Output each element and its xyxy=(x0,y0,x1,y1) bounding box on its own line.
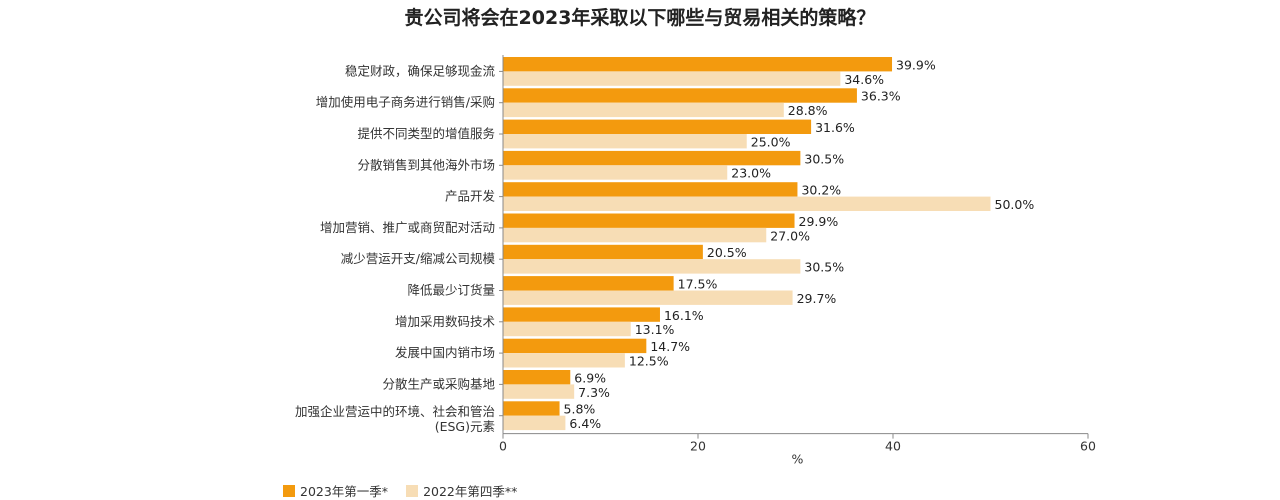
value-label-2023q1: 6.9% xyxy=(574,370,606,385)
bar-2022q4 xyxy=(503,290,793,305)
category-label: 分散生产或采购基地 xyxy=(382,376,495,391)
category-label: 稳定财政，确保足够现金流 xyxy=(345,63,496,78)
value-label-2023q1: 17.5% xyxy=(678,277,718,292)
bar-2022q4 xyxy=(503,196,991,211)
value-label-2022q4: 27.0% xyxy=(770,228,810,243)
category-label: 增加使用电子商务进行销售/采购 xyxy=(316,95,495,110)
bar-2023q1 xyxy=(503,338,647,354)
x-axis-title: % xyxy=(792,452,804,467)
category-label: 减少营运开支/缩减公司规模 xyxy=(341,251,496,266)
bar-2023q1 xyxy=(503,150,801,166)
bar-2022q4 xyxy=(503,102,784,118)
bar-2023q1 xyxy=(503,307,660,322)
bar-2022q4 xyxy=(503,165,728,180)
category-label: 发展中国内销市场 xyxy=(395,345,495,360)
value-label-2022q4: 12.5% xyxy=(629,354,669,369)
legend-swatch-2023q1 xyxy=(283,484,295,497)
value-label-2023q1: 5.8% xyxy=(564,402,596,417)
value-label-2023q1: 31.6% xyxy=(815,120,855,135)
legend-item-2022q4: 2022年第四季** xyxy=(406,481,517,500)
value-label-2023q1: 14.7% xyxy=(650,339,690,354)
category-label: 分散销售到其他海外市场 xyxy=(357,157,495,172)
category-label: (ESG)元素 xyxy=(435,419,495,434)
bar-2022q4 xyxy=(503,384,575,399)
value-axis-tick-label: 40 xyxy=(885,439,901,454)
value-label-2022q4: 13.1% xyxy=(635,322,675,337)
legend-swatch-2022q4 xyxy=(406,484,419,497)
value-label-2023q1: 20.5% xyxy=(707,245,747,260)
value-label-2023q1: 30.2% xyxy=(801,183,841,198)
bar-2023q1 xyxy=(503,370,571,385)
value-label-2022q4: 7.3% xyxy=(578,385,610,400)
value-label-2022q4: 34.6% xyxy=(844,72,884,87)
bar-2023q1 xyxy=(503,244,703,260)
bar-2023q1 xyxy=(503,119,812,134)
bar-2022q4 xyxy=(503,71,841,86)
value-label-2022q4: 6.4% xyxy=(569,416,601,431)
value-axis-tick-label: 20 xyxy=(690,439,706,454)
value-label-2023q1: 36.3% xyxy=(861,89,901,104)
value-label-2023q1: 29.9% xyxy=(799,214,839,229)
value-label-2023q1: 39.9% xyxy=(896,57,936,72)
value-axis-tick-label: 60 xyxy=(1080,439,1096,454)
value-label-2023q1: 16.1% xyxy=(664,308,704,323)
category-label: 提供不同类型的增值服务 xyxy=(357,126,495,141)
bar-2022q4 xyxy=(503,227,767,243)
value-label-2022q4: 28.8% xyxy=(788,103,828,118)
bar-2022q4 xyxy=(503,353,625,368)
value-label-2022q4: 25.0% xyxy=(751,134,791,149)
bar-2023q1 xyxy=(503,182,798,197)
bar-2023q1 xyxy=(503,57,893,72)
bar-2023q1 xyxy=(503,401,560,416)
legend-label-2023q1: 2023年第一季* xyxy=(300,484,389,499)
bar-2022q4 xyxy=(503,321,631,337)
value-label-2022q4: 23.0% xyxy=(731,166,771,181)
value-axis-tick-label: 0 xyxy=(499,439,507,454)
category-label: 增加采用数码技术 xyxy=(395,314,496,329)
bar-2022q4 xyxy=(503,259,801,274)
bar-2023q1 xyxy=(503,276,674,291)
bar-2022q4 xyxy=(503,134,747,149)
bar-2023q1 xyxy=(503,88,857,103)
category-label: 降低最少订货量 xyxy=(407,283,495,298)
value-label-2022q4: 29.7% xyxy=(797,291,837,306)
bar-2023q1 xyxy=(503,213,795,228)
category-label: 产品开发 xyxy=(445,189,496,204)
category-label: 增加营销、推广或商贸配对活动 xyxy=(320,220,495,235)
bar-2022q4 xyxy=(503,415,566,431)
value-label-2022q4: 50.0% xyxy=(995,197,1035,212)
legend-item-2023q1: 2023年第一季* xyxy=(283,481,388,500)
legend: 2023年第一季* 2022年第四季** xyxy=(283,481,517,500)
legend-label-2022q4: 2022年第四季** xyxy=(423,484,518,499)
chart-title: 贵公司将会在2023年采取以下哪些与贸易相关的策略？ xyxy=(404,7,876,29)
value-label-2022q4: 30.5% xyxy=(804,260,844,275)
category-label: 加强企业营运中的环境、社会和管治 xyxy=(295,404,495,419)
value-label-2023q1: 30.5% xyxy=(804,151,844,166)
